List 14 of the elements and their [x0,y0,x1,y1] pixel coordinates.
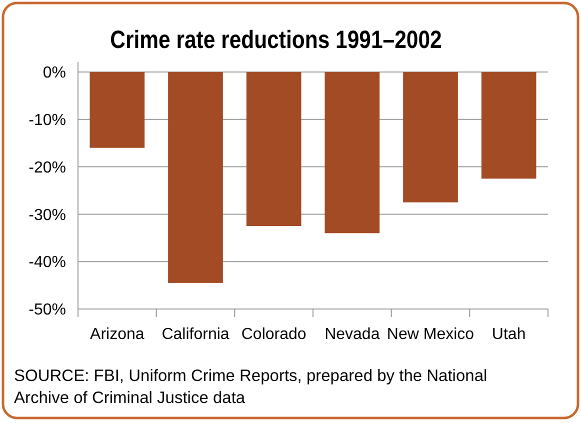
y-tick-label: -10% [28,112,66,129]
x-tick-label: Utah [492,326,526,343]
y-tick-label: -40% [28,254,66,272]
x-tick-label: California [162,326,230,343]
y-tick-label: -30% [28,206,66,224]
y-tick-label: -50% [28,302,66,319]
x-tick-label: New Mexico [386,326,474,343]
source-note: SOURCE: FBI, Uniform Crime Reports, prepared by the National Archive of Criminal Justice data [14,367,488,407]
x-tick-label: Arizona [90,326,144,343]
y-tick-label: 0% [42,64,66,82]
x-tick-label: Nevada [324,326,380,343]
y-tick-label: -20% [28,159,66,176]
x-tick-label: Colorado [241,326,306,343]
chart-title: Crime rate reductions 1991–2002 [110,25,442,54]
